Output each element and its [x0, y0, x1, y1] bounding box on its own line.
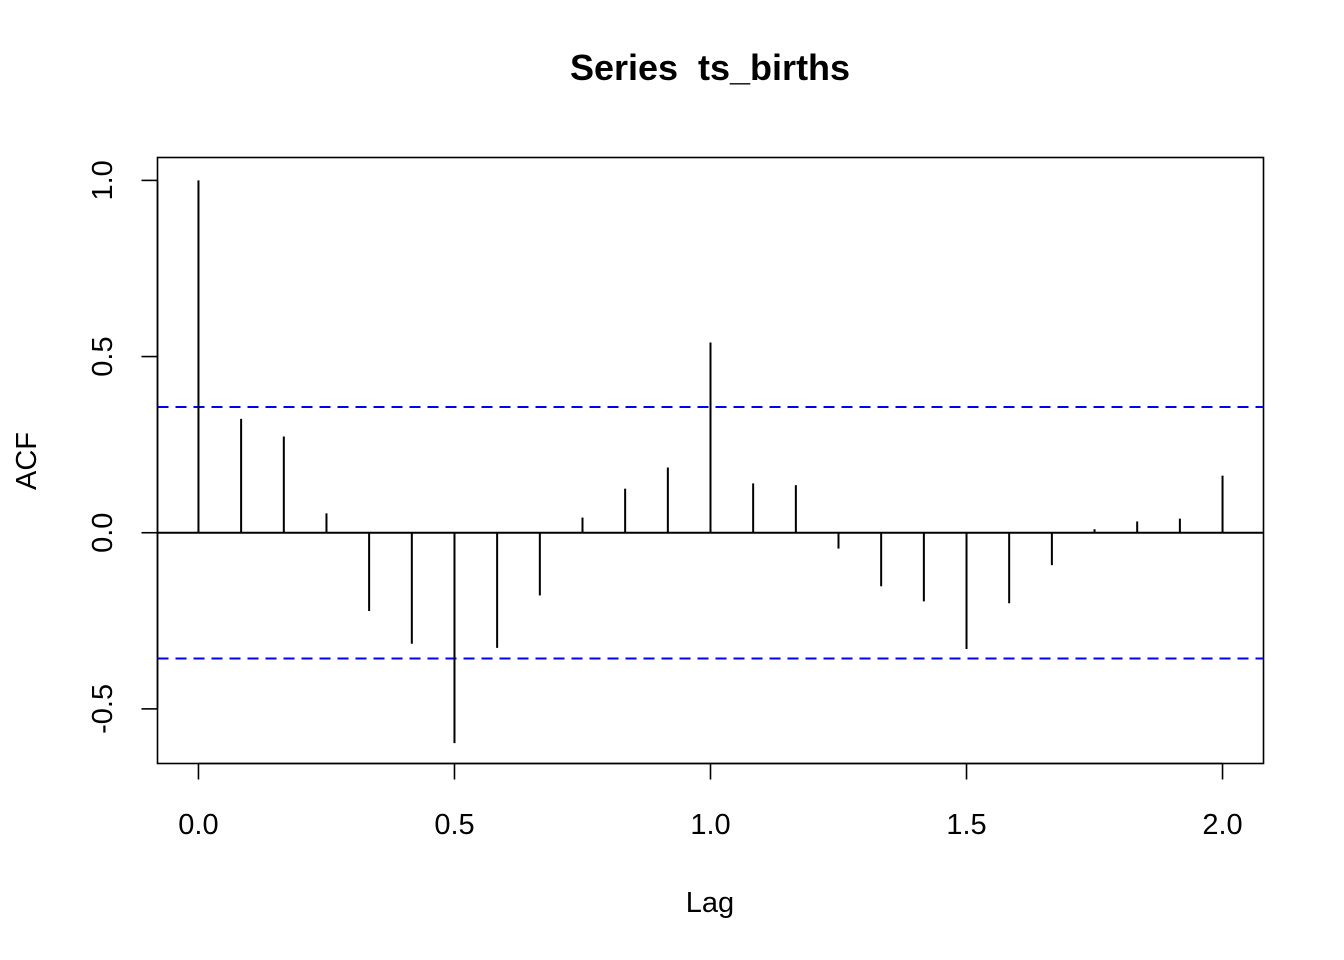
x-axis: 0.0 0.5 1.0 1.5 2.0	[178, 762, 1243, 841]
acf-bars	[197, 180, 1224, 744]
chart-title: Series ts_births	[570, 47, 850, 88]
y-tick-label: 0.5	[87, 336, 119, 376]
y-tick-label: 0.0	[87, 513, 119, 553]
x-tick-label: 1.5	[946, 809, 986, 841]
confidence-bounds	[157, 405, 1264, 660]
x-tick-label: 2.0	[1202, 809, 1242, 841]
x-tick-label: 0.5	[434, 809, 474, 841]
x-axis-label: Lag	[686, 887, 734, 919]
x-tick-label: 0.0	[178, 809, 218, 841]
x-tick-label: 1.0	[690, 809, 730, 841]
y-tick-label: 1.0	[87, 160, 119, 200]
y-axis-label: ACF	[11, 432, 43, 490]
y-axis: -0.5 0.0 0.5 1.0	[87, 160, 159, 734]
y-tick-label: -0.5	[87, 684, 119, 734]
